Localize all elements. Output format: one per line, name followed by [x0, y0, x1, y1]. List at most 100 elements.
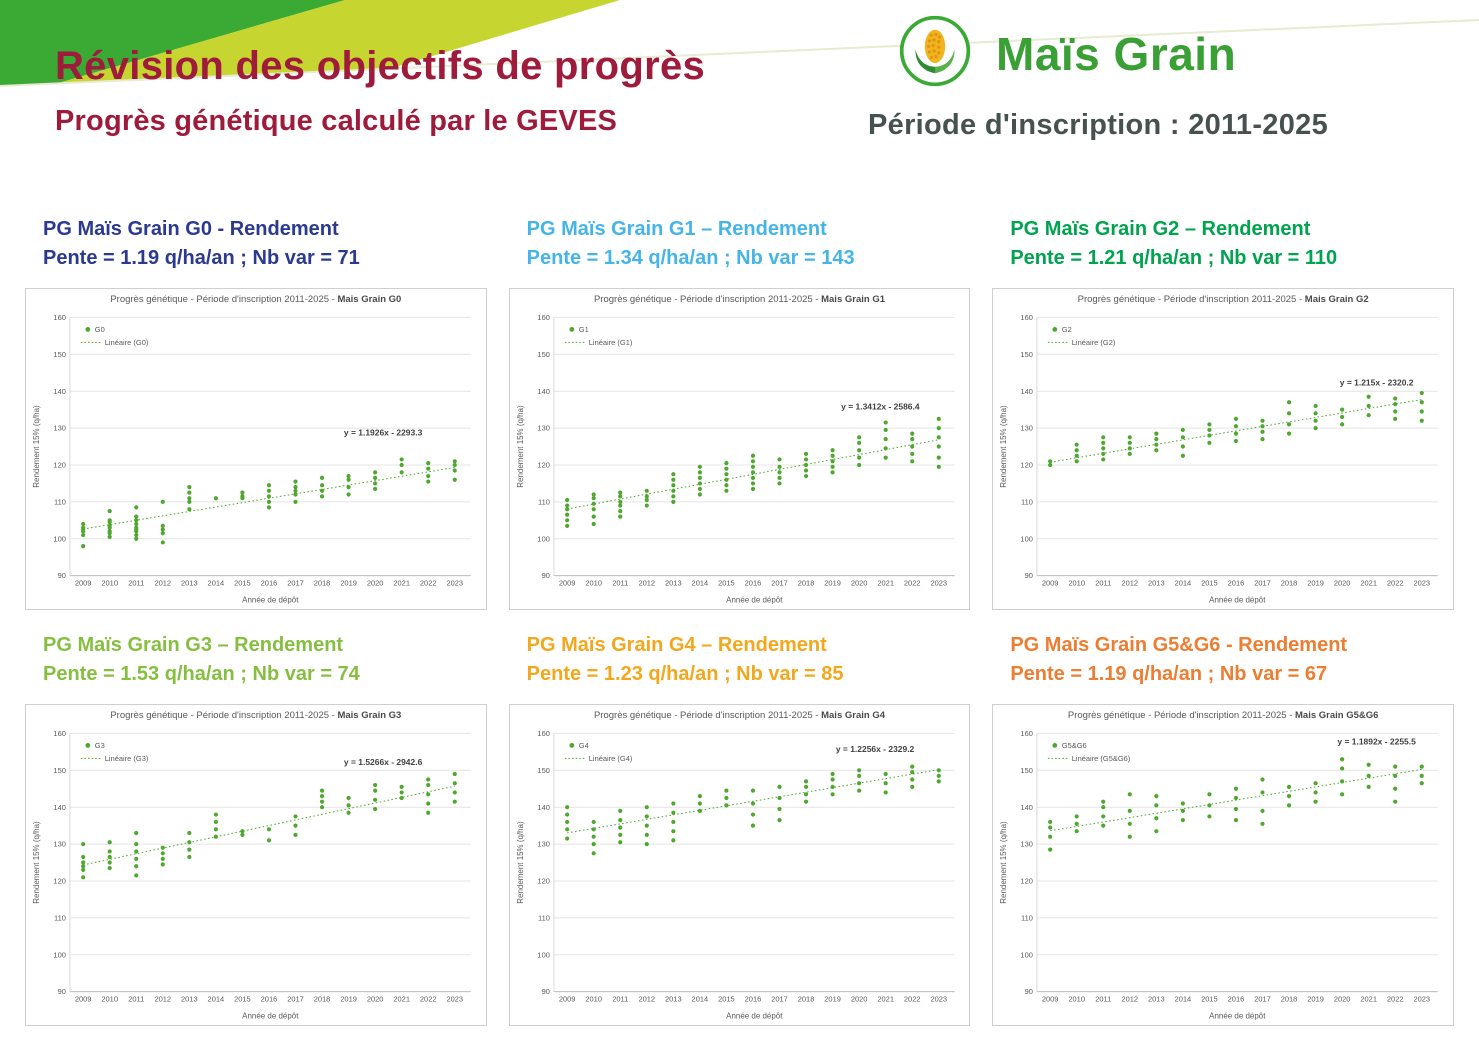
svg-text:2010: 2010: [101, 579, 118, 588]
svg-text:2022: 2022: [1387, 579, 1404, 588]
chart-panel: Progrès génétique - Période d'inscriptio…: [992, 288, 1454, 610]
svg-text:160: 160: [537, 729, 549, 738]
svg-text:Année de dépôt: Année de dépôt: [726, 1012, 783, 1021]
svg-text:2023: 2023: [930, 579, 947, 588]
svg-text:2011: 2011: [1096, 995, 1112, 1004]
svg-text:2013: 2013: [181, 995, 198, 1004]
slide-header: Révision des objectifs de progrès Progrè…: [0, 0, 1479, 200]
chart-title: Progrès génétique - Période d'inscriptio…: [997, 710, 1449, 724]
svg-text:2017: 2017: [771, 579, 788, 588]
chart-card: PG Maïs Grain G1 – Rendement Pente = 1.3…: [508, 218, 971, 610]
svg-text:y = 1.1892x - 2255.5: y = 1.1892x - 2255.5: [1338, 736, 1417, 746]
charts-grid: PG Maïs Grain G0 - Rendement Pente = 1.1…: [25, 218, 1454, 1026]
svg-text:2009: 2009: [558, 579, 575, 588]
svg-text:140: 140: [53, 803, 65, 812]
chart-heading-title: PG Maïs Grain G1 – Rendement: [526, 218, 827, 240]
svg-text:2015: 2015: [1201, 579, 1218, 588]
svg-text:150: 150: [537, 766, 549, 775]
svg-text:2009: 2009: [558, 995, 575, 1004]
svg-text:2021: 2021: [393, 579, 410, 588]
chart-title-prefix: Progrès génétique - Période d'inscriptio…: [110, 294, 338, 305]
period-label: Période d'inscription : 2011-2025: [868, 109, 1329, 141]
chart-title-prefix: Progrès génétique - Période d'inscriptio…: [593, 710, 822, 721]
svg-text:110: 110: [54, 497, 66, 506]
svg-text:2019: 2019: [340, 995, 357, 1004]
svg-text:2018: 2018: [797, 995, 814, 1004]
svg-text:2009: 2009: [75, 579, 92, 588]
corn-icon: [898, 14, 972, 93]
svg-text:150: 150: [53, 766, 65, 775]
svg-text:100: 100: [53, 534, 65, 543]
chart-panel: Progrès génétique - Période d'inscriptio…: [508, 288, 971, 610]
svg-text:150: 150: [537, 350, 549, 359]
svg-text:150: 150: [1021, 766, 1033, 775]
svg-text:G3: G3: [95, 741, 105, 750]
svg-text:Rendement 15% (q/ha): Rendement 15% (q/ha): [999, 821, 1008, 904]
svg-text:90: 90: [58, 571, 66, 580]
chart-heading-stats: Pente = 1.21 q/ha/an ; Nb var = 110: [1010, 247, 1338, 269]
chart-title-prefix: Progrès génétique - Période d'inscriptio…: [1077, 294, 1305, 305]
svg-text:2022: 2022: [420, 579, 437, 588]
svg-text:G2: G2: [1062, 325, 1072, 334]
svg-text:Année de dépôt: Année de dépôt: [1209, 1012, 1266, 1021]
svg-text:G1: G1: [578, 325, 588, 334]
chart-title-prefix: Progrès génétique - Période d'inscriptio…: [1067, 710, 1296, 721]
chart-title-group: Mais Grain G0: [337, 294, 402, 305]
svg-text:2013: 2013: [1148, 579, 1165, 588]
svg-text:2011: 2011: [612, 579, 628, 588]
svg-text:2012: 2012: [154, 579, 171, 588]
svg-text:y = 1.215x - 2320.2: y = 1.215x - 2320.2: [1340, 378, 1414, 388]
chart-heading-title: PG Maïs Grain G5&G6 - Rendement: [1010, 634, 1348, 656]
chart-heading: PG Maïs Grain G4 – Rendement Pente = 1.2…: [527, 634, 971, 696]
svg-text:2015: 2015: [234, 579, 251, 588]
svg-text:2019: 2019: [340, 579, 357, 588]
svg-text:90: 90: [1025, 571, 1033, 580]
chart-heading: PG Maïs Grain G1 – Rendement Pente = 1.3…: [527, 218, 971, 280]
svg-text:2012: 2012: [154, 995, 171, 1004]
scatter-plot: 90 100 110 120 130 140 150 160 2009 2010 2011 2012 2…: [999, 313, 1439, 605]
svg-text:2017: 2017: [771, 995, 788, 1004]
chart-title: Progrès génétique - Période d'inscriptio…: [30, 294, 482, 308]
svg-text:2023: 2023: [1414, 995, 1431, 1004]
svg-text:Rendement 15% (q/ha): Rendement 15% (q/ha): [999, 405, 1008, 488]
svg-text:110: 110: [1021, 497, 1033, 506]
svg-text:2009: 2009: [1042, 579, 1059, 588]
svg-text:2010: 2010: [585, 579, 602, 588]
svg-text:140: 140: [537, 387, 549, 396]
svg-text:130: 130: [1021, 840, 1033, 849]
svg-text:2014: 2014: [691, 995, 708, 1004]
chart-heading-stats: Pente = 1.19 q/ha/an ; Nb var = 67: [1010, 663, 1328, 685]
svg-text:2023: 2023: [446, 579, 463, 588]
chart-card: PG Maïs Grain G5&G6 - Rendement Pente = …: [992, 634, 1454, 1026]
chart-heading-title: PG Maïs Grain G4 – Rendement: [526, 634, 827, 656]
svg-text:2013: 2013: [1148, 995, 1165, 1004]
svg-text:90: 90: [541, 571, 549, 580]
svg-text:120: 120: [537, 877, 549, 886]
svg-text:2020: 2020: [1334, 995, 1351, 1004]
svg-text:Année de dépôt: Année de dépôt: [242, 596, 299, 605]
svg-text:2013: 2013: [665, 579, 682, 588]
svg-text:2019: 2019: [1308, 995, 1325, 1004]
scatter-plot: 90 100 110 120 130 140 150 160 2009 2010 2011 2012 2…: [516, 729, 955, 1021]
svg-text:100: 100: [1021, 534, 1033, 543]
svg-text:120: 120: [53, 461, 65, 470]
svg-text:2014: 2014: [1175, 995, 1192, 1004]
svg-text:Année de dépôt: Année de dépôt: [1209, 596, 1266, 605]
chart-heading-stats: Pente = 1.53 q/ha/an ; Nb var = 74: [43, 663, 360, 685]
svg-text:110: 110: [538, 497, 550, 506]
svg-text:2020: 2020: [1334, 579, 1351, 588]
svg-text:120: 120: [537, 461, 549, 470]
svg-text:2022: 2022: [904, 579, 921, 588]
svg-text:G4: G4: [578, 741, 588, 750]
svg-text:2020: 2020: [850, 579, 867, 588]
svg-text:2018: 2018: [1281, 995, 1298, 1004]
svg-text:130: 130: [537, 840, 549, 849]
chart-card: PG Maïs Grain G3 – Rendement Pente = 1.5…: [25, 634, 487, 1026]
chart-heading: PG Maïs Grain G0 - Rendement Pente = 1.1…: [43, 218, 487, 280]
svg-text:2017: 2017: [287, 995, 304, 1004]
svg-text:2013: 2013: [665, 995, 682, 1004]
chart-title-prefix: Progrès génétique - Période d'inscriptio…: [593, 294, 822, 305]
svg-text:110: 110: [538, 913, 550, 922]
svg-text:Linéaire (G5&G6): Linéaire (G5&G6): [1072, 754, 1131, 763]
svg-text:90: 90: [58, 987, 66, 996]
